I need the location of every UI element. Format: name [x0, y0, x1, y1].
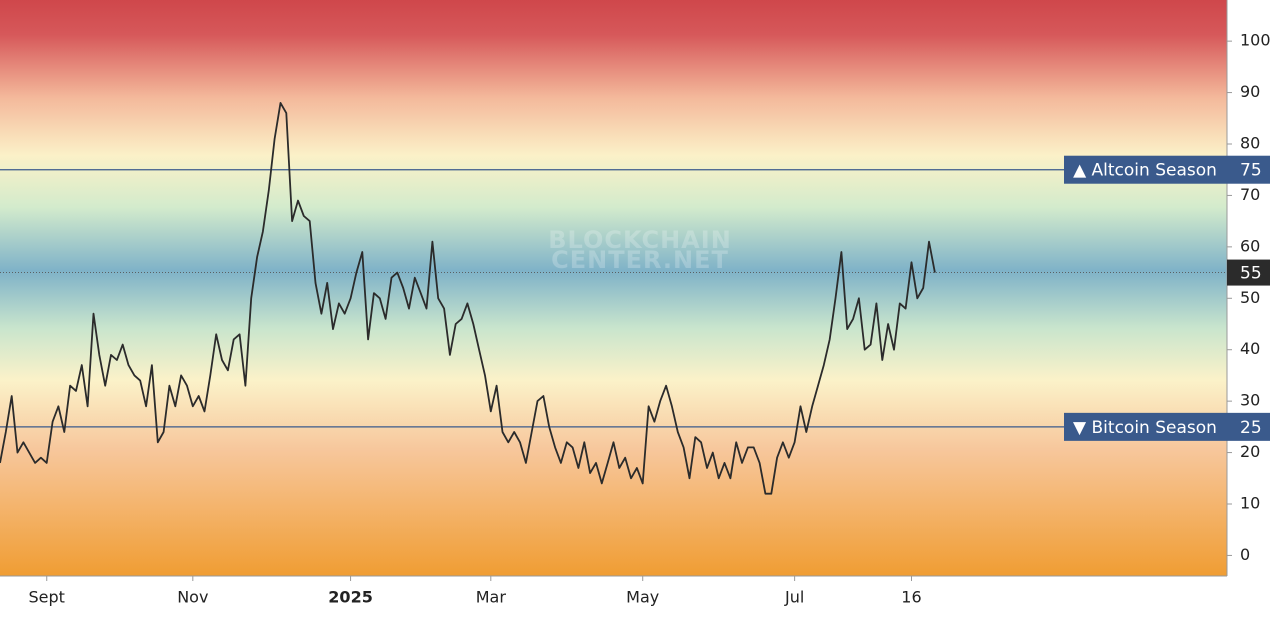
data-line [0, 102, 936, 495]
x-tick-label: Mar [476, 588, 507, 607]
y-tick-label: 100 [1240, 31, 1271, 50]
plot-background [0, 0, 1227, 576]
reference-label: ▼ Bitcoin Season [1073, 418, 1217, 438]
y-tick-label: 50 [1240, 288, 1260, 307]
x-tick-label: 16 [901, 588, 921, 607]
reference-label-box [1064, 155, 1227, 184]
y-tick-label: 40 [1240, 339, 1260, 358]
y-tick-label: 70 [1240, 185, 1260, 204]
last-value-box [1227, 259, 1270, 286]
watermark: CENTER.NET [551, 246, 729, 274]
x-tick-label: Jul [784, 588, 804, 607]
reference-value: 75 [1240, 161, 1262, 181]
reference-label-box [1064, 412, 1227, 441]
y-tick-label: 90 [1240, 82, 1260, 101]
x-tick-label: 2025 [328, 588, 373, 607]
x-tick-label: Sept [29, 588, 65, 607]
y-tick-label: 60 [1240, 236, 1260, 255]
x-tick-label: Nov [177, 588, 208, 607]
y-tick-label: 10 [1240, 494, 1260, 513]
reference-value: 25 [1240, 418, 1262, 438]
last-value-label: 55 [1240, 264, 1262, 284]
reference-value-box [1227, 155, 1270, 184]
y-tick-label: 20 [1240, 442, 1260, 461]
x-tick-label: May [626, 588, 659, 607]
reference-label: ▲ Altcoin Season [1073, 161, 1217, 181]
y-tick-label: 80 [1240, 134, 1260, 153]
y-tick-label: 0 [1240, 545, 1250, 564]
reference-value-box [1227, 412, 1270, 441]
y-tick-label: 30 [1240, 391, 1260, 410]
watermark: BLOCKCHAIN [548, 226, 732, 254]
